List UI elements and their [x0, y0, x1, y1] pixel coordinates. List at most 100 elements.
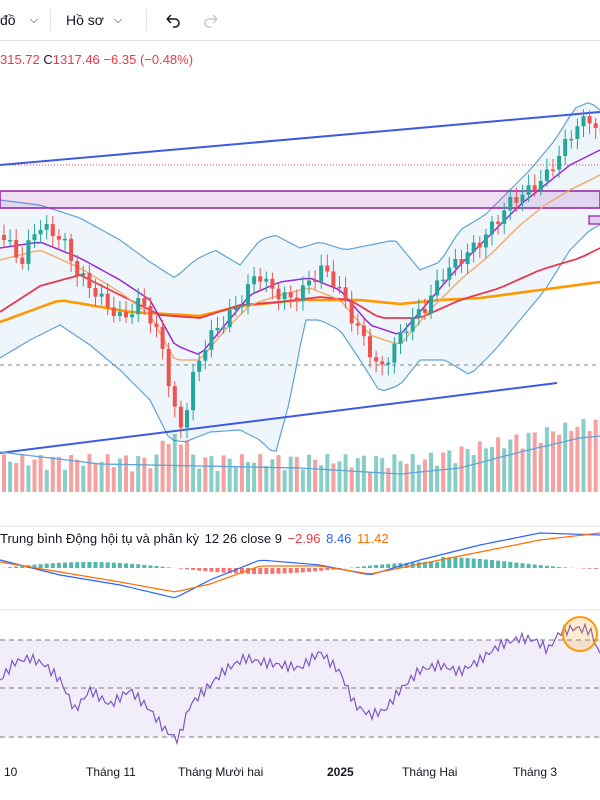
bollinger-upper — [0, 102, 600, 279]
volume-bar — [63, 469, 67, 492]
volume-bar — [227, 458, 232, 492]
volume-bar — [2, 454, 6, 492]
candle-body — [63, 238, 67, 241]
macd-histogram-bar — [105, 562, 110, 568]
macd-histogram-bar — [416, 562, 421, 568]
candle-body — [191, 371, 196, 411]
macd-histogram-bar — [508, 561, 513, 568]
volume-bar — [422, 459, 427, 492]
toolbar-divider — [146, 9, 147, 31]
macd-histogram-bar — [496, 560, 501, 568]
macd-histogram-bar — [197, 568, 202, 571]
candle-body — [526, 185, 531, 195]
candle-body — [26, 240, 31, 264]
volume-bar — [14, 463, 19, 492]
macd-histogram-bar — [32, 564, 37, 568]
candle-body — [8, 239, 13, 242]
volume-bar — [130, 471, 135, 492]
macd-histogram-bar — [81, 562, 86, 568]
macd-histogram-bar — [148, 565, 153, 568]
macd-histogram-bar — [538, 565, 543, 568]
volume-bar — [87, 454, 92, 492]
candle-body — [44, 224, 49, 230]
bollinger-fill — [0, 102, 600, 452]
price-legend: 315.72 C1317.46 −6.35 (−0.48%) — [0, 52, 193, 67]
volume-bar — [532, 432, 537, 492]
candle-body — [246, 284, 250, 306]
volume-bar — [160, 440, 165, 492]
volume-bar — [117, 458, 122, 492]
candle-body — [50, 224, 55, 236]
volume-bar — [148, 468, 153, 492]
candle-body — [429, 295, 433, 313]
ma50-line — [0, 174, 600, 361]
candle-body — [508, 197, 513, 211]
volume-bar — [203, 457, 208, 492]
volume-bar — [239, 454, 244, 492]
volume-bar — [343, 454, 348, 492]
volume-bar — [69, 454, 74, 492]
volume-bar — [386, 467, 391, 492]
upper-trendline — [0, 111, 600, 166]
candle-body — [404, 331, 409, 334]
volume-bar — [459, 446, 464, 492]
macd-histogram-bar — [392, 563, 397, 568]
volume-bar — [355, 458, 360, 492]
macd-histogram-bar — [227, 568, 232, 574]
time-tick: 2025 — [327, 765, 354, 779]
volume-bar — [471, 454, 476, 492]
volume-bar — [81, 465, 86, 492]
time-tick: Tháng Hai — [402, 765, 458, 779]
candle-body — [325, 265, 330, 272]
macd-histogram-bar — [87, 562, 92, 568]
candle-body — [514, 197, 519, 203]
lower-trendline — [0, 382, 558, 454]
candle-body — [276, 288, 281, 300]
macd-histogram-bar — [465, 558, 470, 568]
volume-bar — [569, 430, 574, 492]
profile-dropdown[interactable]: Hồ sơ ⌵ — [66, 0, 122, 40]
candle-body — [557, 155, 562, 170]
macd-histogram-bar — [215, 568, 220, 573]
redo-button[interactable] — [200, 0, 224, 40]
volume-bar — [374, 455, 379, 492]
volume-bar — [508, 439, 513, 492]
macd-histogram-bar — [44, 563, 49, 568]
candle-body — [239, 305, 244, 308]
macd-histogram-bar — [386, 563, 391, 568]
macd-histogram-bar — [483, 559, 488, 568]
macd-params: 12 26 close 9 — [204, 531, 282, 546]
candle-body — [392, 343, 397, 363]
chevron-down-icon: ⌵ — [29, 13, 38, 26]
volume-bar — [581, 418, 586, 492]
macd-hist-value: −2.96 — [287, 531, 321, 546]
volume-bar — [111, 467, 116, 492]
candle-body — [435, 280, 440, 296]
candle-body — [178, 406, 183, 428]
bollinger-lower — [0, 224, 600, 453]
volume-bar — [252, 462, 257, 492]
macd-histogram-bar — [8, 567, 13, 568]
chart-type-dropdown[interactable]: đồ ⌵ — [0, 0, 38, 40]
volume-bar — [557, 434, 562, 492]
candle-body — [172, 386, 177, 407]
macd-histogram-bar — [447, 557, 452, 568]
volume-bar — [416, 464, 421, 492]
volume-bar — [38, 454, 43, 492]
candle-body — [447, 267, 452, 280]
macd-name: Trung bình Động hội tụ và phân kỳ — [0, 531, 199, 546]
candle-body — [20, 257, 25, 264]
change-value: −6.35 — [103, 52, 137, 67]
volume-bar — [575, 426, 580, 492]
volume-bar — [8, 461, 13, 492]
macd-histogram-bar — [502, 561, 507, 568]
candle-body — [471, 242, 476, 253]
macd-histogram-bar — [514, 562, 519, 568]
volume-bar — [587, 431, 592, 492]
candle-body — [361, 325, 366, 337]
undo-button[interactable] — [160, 0, 184, 40]
candle-body — [282, 292, 287, 300]
volume-bar — [307, 454, 311, 492]
macd-histogram-bar — [239, 568, 244, 574]
